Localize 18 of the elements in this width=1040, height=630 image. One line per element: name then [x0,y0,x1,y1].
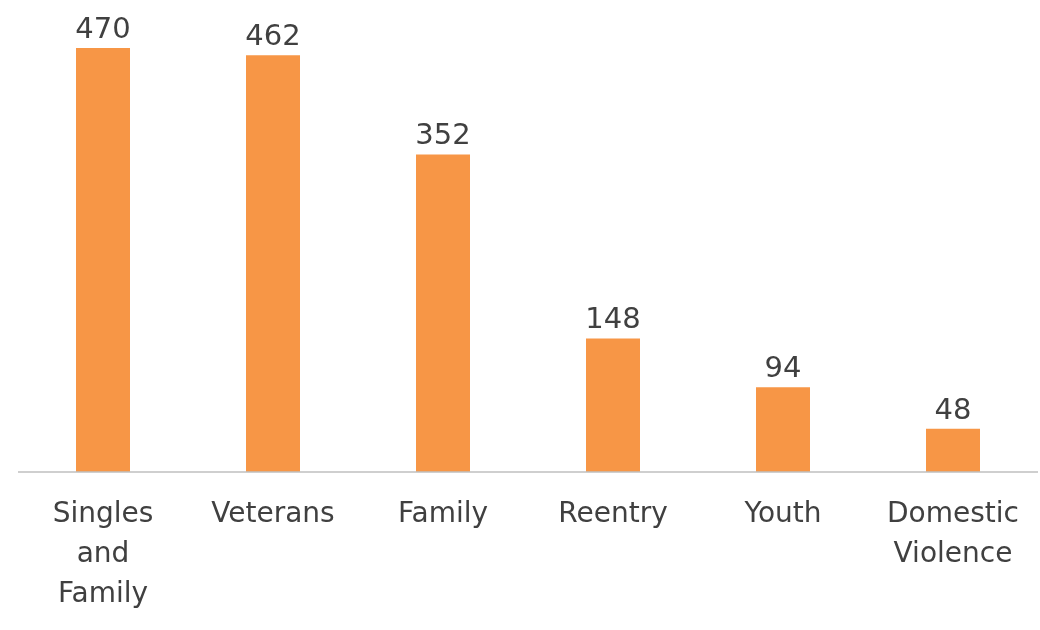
x-tick-label: Domestic Violence [887,496,1019,569]
x-tick-label: Singles and Family [52,496,154,609]
x-tick-label: Family [397,496,489,529]
bar [586,338,640,472]
bar [926,428,980,472]
x-tick-label: Reentry [558,496,668,529]
x-tick-label: Veterans [211,496,335,529]
data-label: 470 [75,11,131,45]
data-label: 352 [415,117,471,152]
bar [756,387,810,472]
bar [416,154,470,472]
data-label: 148 [585,301,641,336]
data-label: 48 [934,391,972,426]
bar [246,55,300,472]
bar [76,48,130,472]
data-label: 462 [245,18,301,53]
x-tick-label: Youth [743,496,822,529]
data-label: 94 [764,350,802,385]
